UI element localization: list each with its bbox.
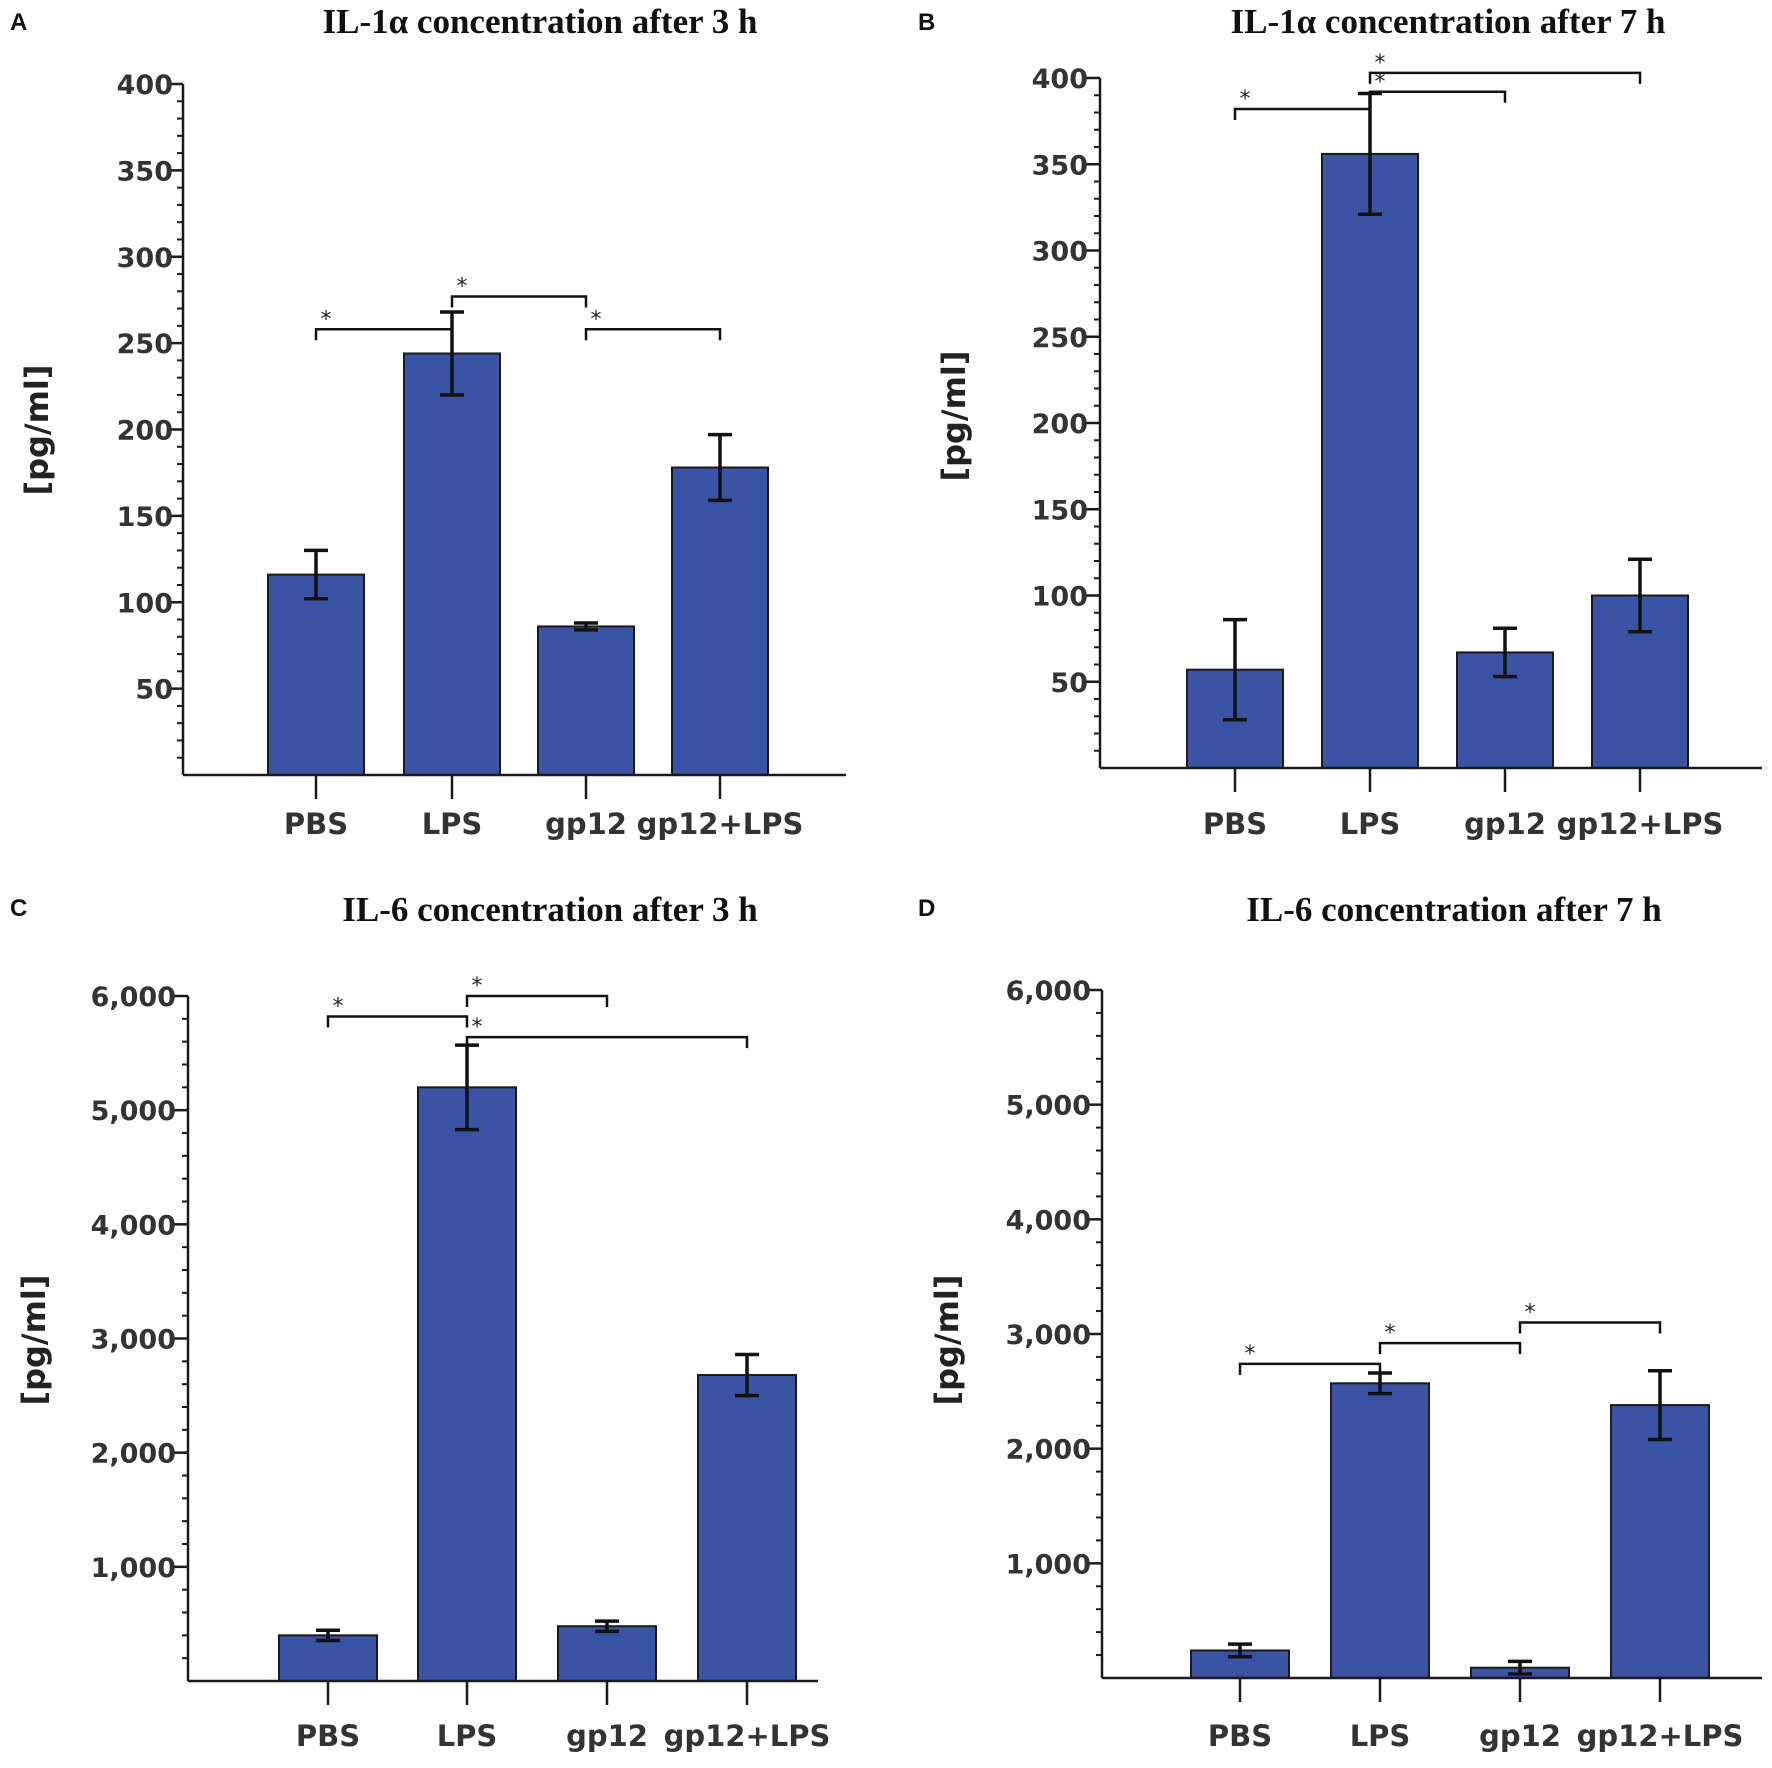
y-tick-label: 5,000 [1006, 1091, 1091, 1122]
chart-panel-a: A IL-1α concentration after 3 h [pg/ml] 50 1… [10, 2, 846, 841]
significance-bracket [1233, 107, 1372, 121]
significance-bracket [1368, 90, 1507, 103]
significance-star: * [591, 307, 602, 332]
significance-star: * [1375, 51, 1386, 76]
bar-lps [403, 352, 501, 776]
y-axis-label: [pg/ml] [18, 364, 56, 495]
x-category-label: LPS [1340, 807, 1401, 841]
bar-gp12 [537, 625, 635, 776]
y-tick-label: 400 [117, 70, 173, 101]
x-category-label: gp12 [566, 1719, 648, 1753]
y-tick-label: 100 [1032, 582, 1088, 613]
bar-pbs [267, 573, 365, 776]
y-tick-label: 1,000 [91, 1553, 176, 1584]
y-tick-label: 6,000 [91, 982, 176, 1013]
chart-title: IL-1α concentration after 7 h [1231, 2, 1666, 41]
y-tick-label: 3,000 [1006, 1320, 1091, 1351]
y-tick-label: 6,000 [1006, 976, 1091, 1007]
chart-panel-d: D IL-6 concentration after 7 h [pg/ml] 1,00… [918, 890, 1762, 1753]
significance-bracket [1238, 1362, 1382, 1375]
x-category-label: gp12+LPS [664, 1719, 831, 1753]
y-tick-label: 2,000 [1006, 1435, 1091, 1466]
significance-bracket [314, 328, 454, 341]
x-category-label: LPS [422, 807, 483, 841]
y-tick-label: 200 [1032, 409, 1088, 440]
significance-star: * [1385, 1321, 1396, 1346]
significance-star: * [1240, 87, 1251, 112]
panel-letter: D [918, 895, 935, 922]
x-category-label: LPS [437, 1719, 498, 1753]
x-category-label: gp12 [1464, 807, 1546, 841]
y-tick-label: 5,000 [91, 1096, 176, 1127]
y-tick-label: 350 [1032, 150, 1088, 181]
y-tick-label: 4,000 [91, 1210, 176, 1241]
y-tick-label: 50 [1050, 668, 1088, 699]
y-tick-label: 300 [117, 243, 173, 274]
x-category-label: PBS [1203, 807, 1267, 841]
significance-star: * [472, 974, 483, 999]
x-category-label: gp12+LPS [637, 807, 804, 841]
x-category-label: gp12 [1479, 1719, 1561, 1753]
chart-panel-c: C IL-6 concentration after 3 h [pg/ml] 1,00… [10, 890, 830, 1753]
x-category-label: LPS [1350, 1719, 1411, 1753]
y-tick-label: 150 [117, 502, 173, 533]
y-tick-label: 350 [117, 156, 173, 187]
y-axis-label: [pg/ml] [935, 350, 973, 481]
significance-bracket [326, 1015, 469, 1028]
significance-star: * [457, 274, 468, 299]
significance-bracket [465, 994, 609, 1007]
y-tick-label: 2,000 [91, 1439, 176, 1470]
x-category-label: PBS [296, 1719, 360, 1753]
y-tick-label: 1,000 [1006, 1549, 1091, 1580]
y-tick-label: 3,000 [91, 1325, 176, 1356]
y-tick-label: 200 [117, 416, 173, 447]
x-category-label: gp12+LPS [1557, 807, 1724, 841]
bar-gp12-plus-lps [671, 466, 769, 776]
significance-star: * [1525, 1301, 1536, 1326]
x-category-label: gp12+LPS [1577, 1719, 1744, 1753]
x-category-label: PBS [284, 807, 348, 841]
y-axis-label: [pg/ml] [15, 1274, 53, 1405]
significance-star: * [1245, 1342, 1256, 1367]
x-category-label: gp12 [545, 807, 627, 841]
significance-star: * [321, 307, 332, 332]
y-tick-label: 100 [117, 588, 173, 619]
significance-bracket [1518, 1321, 1662, 1334]
chart-title: IL-6 concentration after 7 h [1246, 890, 1661, 929]
significance-star: * [472, 1015, 483, 1040]
significance-bracket [450, 295, 588, 308]
significance-bracket [584, 328, 722, 341]
panel-letter: C [10, 895, 27, 922]
panel-letter: B [918, 9, 935, 36]
bar-gp12-plus-lps [697, 1374, 797, 1682]
significance-star: * [1375, 70, 1386, 95]
bar-lps [417, 1086, 517, 1683]
bar-gp12 [557, 1625, 657, 1682]
y-tick-label: 300 [1032, 237, 1088, 268]
y-tick-label: 150 [1032, 495, 1088, 526]
y-tick-label: 250 [1032, 323, 1088, 354]
panel-letter: A [10, 9, 27, 36]
y-tick-label: 250 [117, 329, 173, 360]
significance-bracket [1368, 71, 1642, 84]
y-axis-label: [pg/ml] [928, 1274, 966, 1405]
y-tick-label: 50 [135, 675, 173, 706]
chart-title: IL-6 concentration after 3 h [342, 890, 757, 929]
significance-bracket [1378, 1341, 1522, 1355]
y-tick-label: 4,000 [1006, 1205, 1091, 1236]
y-tick-label: 400 [1032, 64, 1088, 95]
bar-lps [1321, 152, 1419, 769]
chart-title: IL-1α concentration after 3 h [323, 2, 758, 41]
significance-star: * [333, 995, 344, 1020]
chart-panel-b: B IL-1α concentration after 7 h [pg/ml] 50 1… [918, 2, 1762, 841]
bar-lps [1330, 1382, 1430, 1679]
significance-bracket [465, 1035, 749, 1049]
x-category-label: PBS [1208, 1719, 1272, 1753]
bar-gp12-plus-lps [1610, 1404, 1710, 1680]
